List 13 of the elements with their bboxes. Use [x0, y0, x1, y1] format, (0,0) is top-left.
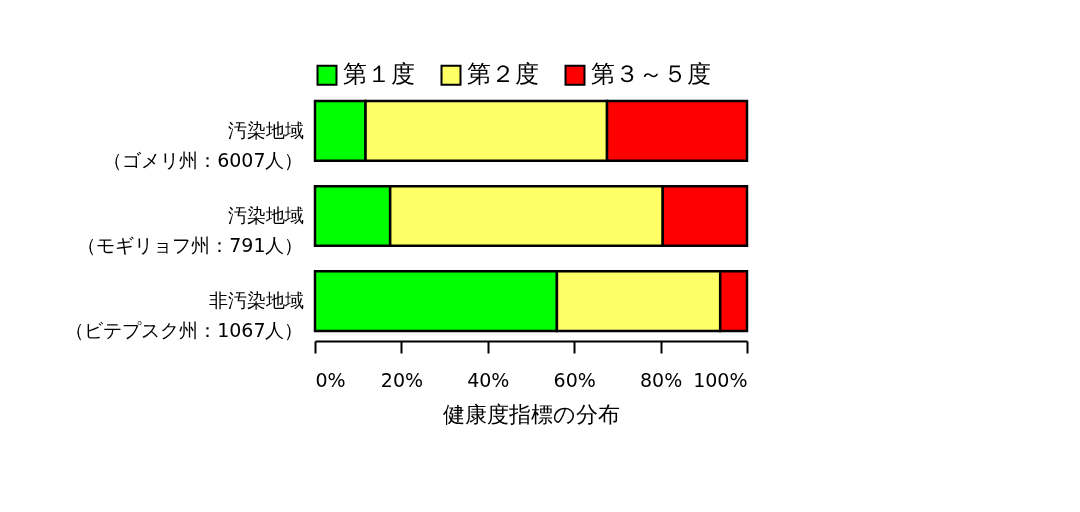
x-axis-title: 健康度指標の分布 [443, 401, 620, 427]
x-tick-label: 40% [467, 368, 510, 391]
y-tick-label: 非汚染地域（ビテプスク州：1067人） [65, 289, 304, 342]
legend-label: 第１度 [343, 60, 415, 89]
x-tick-label: 80% [639, 368, 683, 391]
x-tick-label: 0% [315, 368, 346, 391]
legend-label: 第３～５度 [591, 60, 711, 89]
x-tick-label: 100% [693, 368, 748, 391]
x-tick-label: 60% [553, 368, 596, 391]
y-tick-label: 汚染地域（ゴメリ州：6007人） [103, 118, 304, 171]
x-tick-label: 20% [380, 368, 424, 391]
legend-label: 第２度 [467, 60, 539, 89]
y-tick-label: 汚染地域（モギリョフ州：791人） [77, 204, 304, 256]
